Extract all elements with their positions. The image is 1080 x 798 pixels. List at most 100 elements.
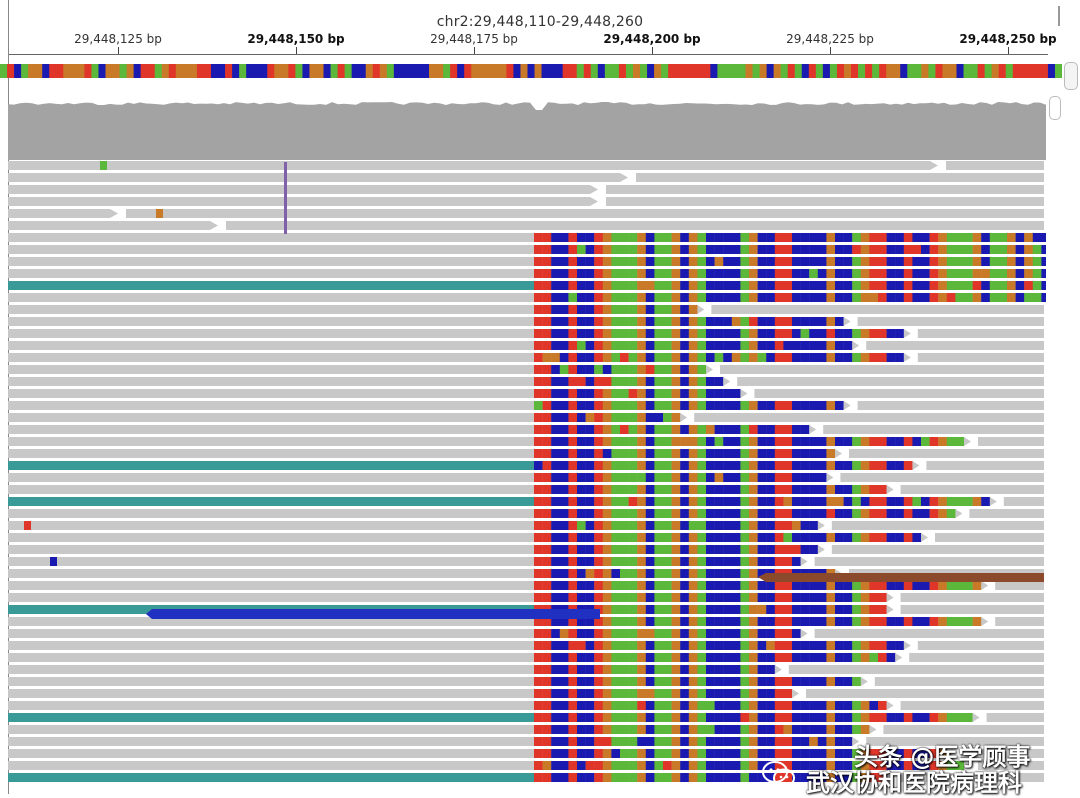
softclip-base: [723, 725, 732, 734]
softclip-base: [835, 701, 844, 710]
softclip-base: [534, 341, 543, 350]
softclip-base: [912, 293, 922, 302]
softclip-base: [929, 617, 939, 626]
softclip-base: [843, 653, 853, 662]
softclip-base: [878, 437, 887, 446]
softclip-base: [774, 233, 784, 242]
ruler-line: [8, 54, 1048, 55]
reference-base: [295, 64, 303, 78]
softclip-base: [800, 293, 810, 302]
softclip-base: [551, 581, 560, 590]
softclip-base: [645, 677, 655, 686]
softclip-base: [817, 581, 827, 590]
softclip-base: [731, 389, 741, 398]
softclip-base: [869, 293, 879, 302]
softclip-base: [1007, 233, 1016, 242]
softclip-base: [860, 233, 870, 242]
read-strand-arrow: [792, 689, 799, 698]
softclip-base: [585, 497, 595, 506]
softclip-base: [706, 749, 715, 758]
softclip-base: [723, 593, 732, 602]
softclip-base: [740, 761, 750, 770]
softclip-base: [1015, 269, 1025, 278]
softclip-base: [731, 281, 741, 290]
softclip-base: [1007, 293, 1016, 302]
read: [8, 677, 534, 686]
softclip-base: [602, 629, 612, 638]
softclip-base: [714, 533, 724, 542]
softclip-base: [826, 653, 836, 662]
softclip-base: [688, 257, 698, 266]
softclip-base: [688, 689, 698, 698]
softclip-base: [706, 377, 715, 386]
softclip-base: [800, 461, 810, 470]
softclip-base: [800, 269, 810, 278]
softclip-base: [817, 497, 827, 506]
softclip-base: [594, 353, 603, 362]
softclip-base: [697, 233, 707, 242]
sequence-scrollbar[interactable]: [1064, 62, 1078, 90]
softclip-base: [645, 293, 655, 302]
softclip-base: [749, 569, 758, 578]
softclip-base: [577, 689, 586, 698]
softclip-base: [740, 737, 750, 746]
softclip-base: [534, 713, 543, 722]
softclip-base: [766, 257, 775, 266]
softclip-base: [826, 533, 836, 542]
softclip-base: [774, 281, 784, 290]
softclip-base: [835, 341, 844, 350]
softclip-base: [886, 233, 896, 242]
softclip-base: [835, 257, 844, 266]
softclip-base: [766, 665, 775, 674]
softclip-base: [645, 317, 655, 326]
softclip-base: [534, 497, 543, 506]
softclip-base: [645, 425, 655, 434]
softclip-base: [749, 641, 758, 650]
softclip-base: [706, 677, 715, 686]
softclip-base: [817, 533, 827, 542]
softclip-base: [800, 437, 810, 446]
softclip-base: [912, 761, 922, 770]
reference-sequence-track: [0, 64, 1062, 78]
softclip-base: [697, 293, 707, 302]
softclip-base: [792, 677, 801, 686]
softclip-base: [749, 425, 758, 434]
softclip-base: [620, 461, 629, 470]
softclip-base: [766, 545, 775, 554]
softclip-base: [688, 521, 698, 530]
softclip-base: [594, 329, 603, 338]
softclip-base: [714, 665, 724, 674]
alignment-scrollbar[interactable]: [1049, 96, 1061, 120]
softclip-base: [895, 245, 904, 254]
read-strand-arrow: [852, 737, 860, 746]
reference-base: [63, 64, 71, 78]
read-strand-arrow: [989, 497, 997, 506]
softclip-base: [602, 245, 612, 254]
softclip-base: [929, 257, 939, 266]
softclip-base: [809, 521, 818, 530]
softclip-base: [955, 437, 965, 446]
softclip-base: [559, 557, 569, 566]
softclip-base: [594, 725, 603, 734]
softclip-base: [680, 329, 689, 338]
softclip-base: [929, 293, 939, 302]
softclip-base: [602, 329, 612, 338]
softclip-base: [585, 701, 595, 710]
softclip-base: [766, 701, 775, 710]
softclip-base: [697, 761, 707, 770]
softclip-base: [551, 701, 560, 710]
softclip-base: [731, 245, 741, 254]
softclip-base: [826, 353, 836, 362]
softclip-base: [783, 473, 793, 482]
reference-base: [210, 64, 219, 78]
softclip-base: [620, 389, 629, 398]
softclip-base: [568, 341, 578, 350]
read-strand-arrow: [912, 461, 920, 470]
softclip-base: [843, 593, 853, 602]
softclip-base: [611, 317, 621, 326]
softclip-base: [852, 509, 861, 518]
reference-base: [914, 64, 922, 78]
softclip-base: [783, 653, 793, 662]
softclip-base: [749, 497, 758, 506]
softclip-base: [645, 461, 655, 470]
